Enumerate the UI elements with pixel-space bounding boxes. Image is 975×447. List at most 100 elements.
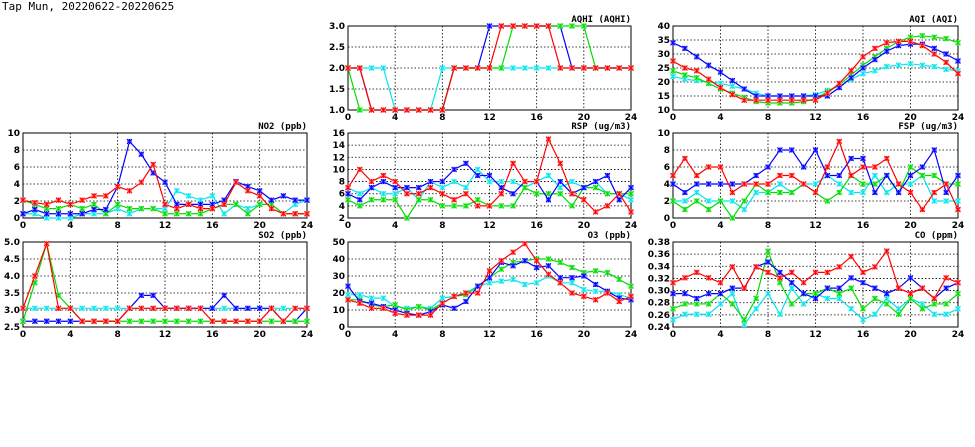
plot-frame [22,241,308,328]
data-point [741,206,748,213]
data-point [150,161,157,168]
data-point [729,77,736,84]
data-point [233,179,239,186]
data-point [545,172,552,179]
data-point [824,295,831,302]
plot-frame [347,132,632,219]
data-point [729,215,736,221]
data-point [557,259,564,266]
data-point [20,197,26,204]
data-point [486,65,493,71]
data-point [670,73,676,80]
data-point [943,301,949,307]
data-point [55,318,62,325]
data-point [670,58,676,64]
data-point [380,65,387,71]
data-point [955,279,961,286]
data-point [91,305,97,312]
data-point [451,65,457,71]
data-point [717,198,724,204]
data-point [67,215,74,221]
data-point [31,199,38,206]
data-point [356,107,363,113]
data-point [304,318,310,325]
data-point [43,205,50,212]
data-point [162,210,168,217]
data-point [883,295,890,302]
data-point [380,107,387,113]
data-point [522,23,528,29]
x-tick-label: 4 [717,330,723,340]
x-tick-label: 4 [67,330,73,340]
data-point [173,318,180,325]
data-point [55,210,62,217]
data-point [919,305,926,312]
x-tick-label: 24 [952,113,965,123]
series-red [670,38,961,104]
data-point [380,295,387,301]
data-point [185,201,192,208]
data-point [943,59,949,66]
data-point [439,184,446,191]
data-point [895,285,902,291]
y-tick-label: 12 [332,153,345,163]
x-tick-label: 4 [392,221,398,231]
data-point [616,276,623,283]
data-point [741,86,748,92]
data-point [173,305,180,312]
data-point [628,283,634,290]
data-point [943,285,949,291]
data-point [557,190,564,197]
data-point [955,290,961,297]
data-point [693,301,700,307]
data-point [569,264,575,271]
data-point [79,318,86,325]
data-point [604,65,611,71]
x-tick-label: 8 [765,330,771,340]
data-point [670,198,676,204]
data-point [427,178,434,185]
data-point [592,281,599,288]
data-point [368,184,375,191]
data-point [682,65,688,71]
data-point [474,196,481,203]
data-point [670,172,676,179]
y-tick-label: 1.0 [329,106,345,116]
data-point [233,201,239,208]
data-point [55,205,62,212]
data-point [788,285,795,291]
y-tick-label: 3.0 [329,22,345,32]
series-line-red [672,40,959,101]
plot-frame [22,132,308,219]
x-tick-label: 8 [115,221,121,231]
data-point [777,311,783,318]
data-point [439,203,446,209]
data-point [197,318,204,325]
data-point [943,189,949,196]
data-point [55,305,62,312]
data-point [872,285,878,291]
data-point [705,301,712,307]
data-point [872,181,878,187]
data-point [592,268,599,274]
data-point [545,196,552,203]
data-point [943,181,949,187]
data-point [162,201,168,208]
data-point [569,178,575,185]
chart-title: SO2 (ppb) [258,231,307,241]
data-point [955,305,961,312]
data-point [931,198,938,204]
data-point [800,93,807,99]
data-point [788,172,795,179]
data-point [883,172,890,179]
y-tick-label: 25 [657,64,670,74]
data-point [860,155,866,162]
data-point [162,205,168,212]
chart-title: RSP (ug/m3) [571,122,631,132]
data-point [368,305,375,312]
data-point [102,305,109,312]
data-point [729,301,736,307]
data-point [777,269,783,276]
data-point [67,201,74,208]
data-point [368,196,375,203]
